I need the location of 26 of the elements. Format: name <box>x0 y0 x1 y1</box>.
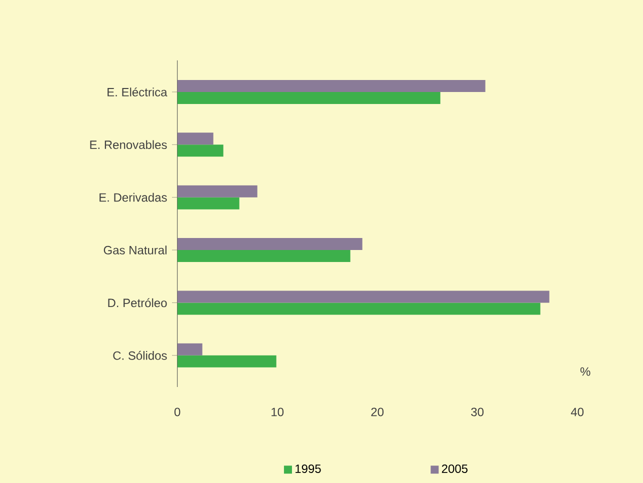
bar <box>177 355 276 368</box>
bar <box>177 238 362 250</box>
y-tick-label: Gas Natural <box>104 246 166 254</box>
x-axis-title: % <box>580 367 590 376</box>
x-tick-label: 10 <box>272 408 284 416</box>
bar <box>177 290 550 303</box>
bar <box>177 80 486 92</box>
y-tick-label: C. Sólidos <box>113 350 167 360</box>
bar <box>177 144 224 157</box>
y-tick-label: D. Petróleo <box>108 298 167 308</box>
y-tick-label: E. Derivadas <box>100 192 167 202</box>
bar <box>177 302 540 315</box>
y-tick-label: E. Eléctrica <box>108 87 168 96</box>
bar <box>177 185 258 198</box>
legend-label: 2005 <box>442 464 468 473</box>
bar <box>177 92 440 104</box>
bar <box>177 132 214 145</box>
y-tick-label: E. Renovables <box>90 140 167 150</box>
x-tick-label: 0 <box>174 408 180 416</box>
x-tick-label: 20 <box>371 408 384 416</box>
x-tick-label: 30 <box>471 408 484 416</box>
bar <box>177 250 350 262</box>
legend-label: 1995 <box>296 464 321 473</box>
bar <box>177 197 240 210</box>
x-tick-label: 40 <box>570 408 584 416</box>
bar <box>177 343 202 356</box>
